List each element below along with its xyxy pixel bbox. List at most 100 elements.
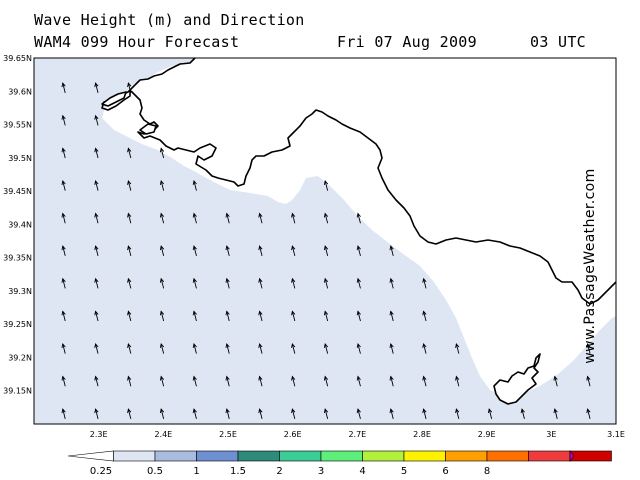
wave-arrow (127, 342, 132, 354)
wave-arrow (356, 310, 361, 322)
legend-swatch (445, 450, 488, 462)
wave-arrow (61, 408, 66, 419)
wave-arrow (61, 310, 66, 322)
wave-arrow (258, 375, 263, 387)
wave-arrow (291, 212, 296, 224)
wave-arrow (127, 212, 132, 224)
wave-arrow (159, 408, 165, 419)
wave-arrow (389, 245, 394, 256)
legend-label: 1 (193, 466, 199, 477)
wave-arrow (61, 342, 66, 354)
wave-arrow (159, 179, 165, 191)
wave-arrow (291, 342, 296, 354)
wave-arrow (61, 82, 66, 93)
wave-arrow (356, 375, 361, 387)
wave-arrow (94, 342, 99, 354)
wave-arrow (127, 82, 132, 93)
legend-swatch (528, 450, 571, 462)
wave-arrow (61, 147, 66, 159)
legend-swatch (569, 450, 575, 462)
wave-arrow (258, 245, 263, 256)
wave-arrow (422, 310, 427, 322)
lat-tick-label: 39.3N (8, 287, 32, 296)
legend-swatch (569, 450, 612, 462)
wave-arrow (192, 277, 197, 289)
lat-tick-label: 39.65N (3, 54, 32, 63)
wave-arrow (258, 212, 263, 224)
wave-arrow (356, 342, 361, 354)
chart-title: Wave Height (m) and Direction (34, 11, 305, 29)
wave-arrow (422, 408, 427, 419)
lat-tick-label: 39.55N (3, 121, 32, 130)
wave-arrow (586, 342, 591, 354)
wave-arrow (127, 179, 132, 191)
wave-arrow (192, 310, 197, 322)
wave-arrow (323, 245, 329, 256)
wave-arrow (127, 310, 132, 322)
wave-arrow (389, 310, 394, 322)
wave-arrow (94, 114, 99, 126)
wave-arrow (94, 310, 99, 322)
wave-arrow (258, 408, 263, 419)
wave-arrow (61, 212, 66, 224)
wave-arrow (94, 82, 99, 93)
islet-2 (139, 123, 157, 135)
wave-arrow (258, 342, 263, 354)
legend-label: 2 (276, 466, 282, 477)
wave-arrow (422, 342, 427, 354)
wave-arrow (225, 277, 230, 289)
island-south-coast (493, 353, 541, 405)
wave-arrow (159, 310, 165, 322)
wave-arrow (192, 342, 197, 354)
wave-arrow (356, 212, 361, 224)
wave-arrow (586, 375, 591, 387)
wave-arrow (586, 408, 591, 419)
wave-arrow (225, 375, 230, 387)
legend-label: 0.25 (90, 466, 112, 477)
wave-arrow (159, 245, 165, 256)
wave-arrow (61, 179, 66, 191)
legend-swatch (154, 450, 197, 462)
wave-arrow (159, 277, 165, 289)
wave-arrow (192, 245, 197, 256)
wave-arrow (389, 375, 394, 387)
wave-arrow (159, 342, 165, 354)
wave-arrow (94, 179, 99, 191)
lat-tick-label: 39.45N (3, 187, 32, 196)
wave-arrow (422, 277, 427, 289)
wave-arrow (94, 277, 99, 289)
wave-arrow (94, 408, 99, 419)
legend-swatch (403, 450, 446, 462)
plot-area (33, 57, 617, 425)
wave-arrow (94, 147, 99, 159)
lon-tick-label: 2.8E (413, 430, 431, 439)
wave-arrow (127, 147, 132, 159)
wave-arrow (356, 277, 361, 289)
latitude-axis: 39.65N 39.6N 39.55N 39.5N 39.45N 39.4N 39.35N 3… (3, 54, 32, 396)
lon-tick-label: 2.7E (348, 430, 366, 439)
wave-arrow (389, 277, 394, 289)
wave-arrow (192, 375, 197, 387)
wave-arrow (455, 375, 460, 387)
wave-arrow (192, 179, 197, 191)
forecast-model-label: WAM4 099 Hour Forecast (34, 33, 240, 51)
wave-arrow (159, 375, 165, 387)
legend-label: 5 (401, 466, 407, 477)
wave-arrow (61, 375, 66, 387)
forecast-time: 03 UTC (530, 33, 586, 51)
legend-label: 3 (318, 466, 324, 477)
lat-tick-label: 39.4N (8, 220, 32, 229)
wave-arrow (487, 408, 493, 419)
legend-swatch (362, 450, 405, 462)
lon-tick-label: 2.3E (90, 430, 108, 439)
wave-arrow (127, 245, 132, 256)
lon-tick-label: 3.1E (607, 430, 625, 439)
wave-arrow (258, 277, 263, 289)
wave-arrow (127, 277, 132, 289)
wave-arrow (225, 408, 230, 419)
wave-arrow (356, 408, 361, 419)
wave-arrow (225, 212, 230, 224)
legend-swatch (196, 450, 239, 462)
wave-arrow (520, 408, 525, 419)
